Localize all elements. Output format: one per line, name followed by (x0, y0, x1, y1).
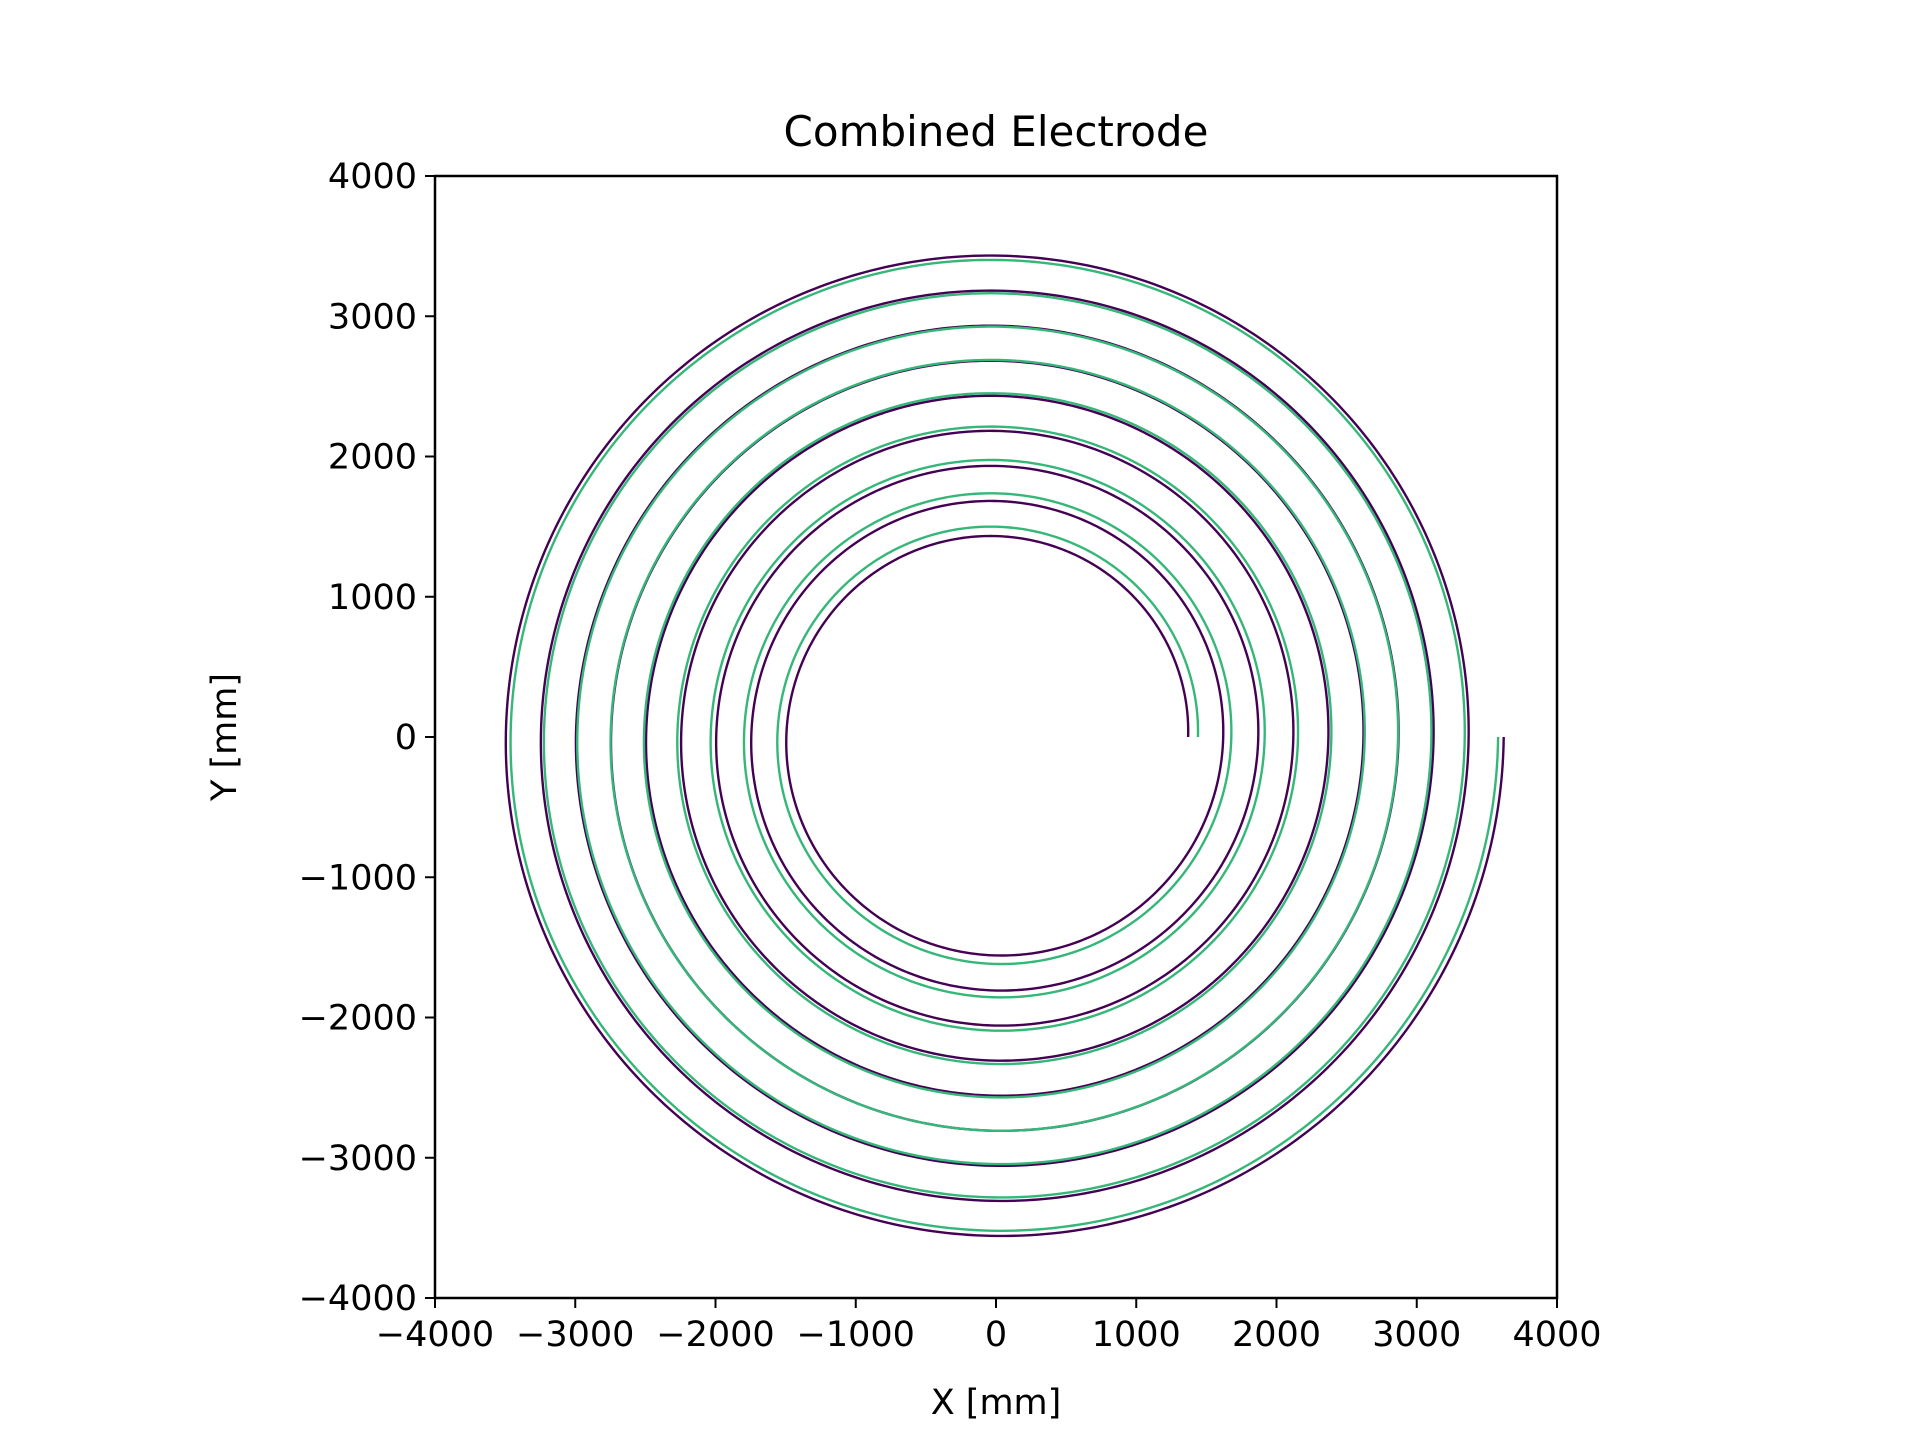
x-tick-label: −1000 (797, 1315, 915, 1355)
x-tick-label: 1000 (1092, 1315, 1181, 1355)
y-tick-label: 3000 (328, 297, 417, 337)
series-line-2 (509, 258, 1500, 1232)
plot-area (504, 254, 1505, 1238)
y-tick-label: 2000 (328, 438, 417, 478)
x-axis-ticks: −4000 −3000 −2000 −1000 0 1000 2000 3000 4000 (376, 1298, 1602, 1355)
y-axis-label: Y [mm] (205, 673, 245, 802)
y-tick-label: 0 (395, 718, 417, 758)
x-tick-label: −4000 (376, 1315, 494, 1355)
x-tick-label: 3000 (1372, 1315, 1461, 1355)
y-tick-label: −4000 (299, 1279, 417, 1319)
y-tick-label: −3000 (299, 1139, 417, 1179)
chart-title: Combined Electrode (784, 107, 1209, 156)
series-layer (504, 254, 1505, 1238)
x-tick-label: 0 (985, 1315, 1007, 1355)
y-axis-ticks: −4000 −3000 −2000 −1000 0 1000 2000 3000 4000 (299, 157, 435, 1319)
x-tick-label: −3000 (516, 1315, 634, 1355)
y-tick-label: −2000 (299, 999, 417, 1039)
y-tick-label: 1000 (328, 578, 417, 618)
x-tick-label: −2000 (656, 1315, 774, 1355)
x-axis-label: X [mm] (931, 1383, 1062, 1423)
y-tick-label: −1000 (299, 858, 417, 898)
x-tick-label: 4000 (1512, 1315, 1601, 1355)
series-line-1 (504, 254, 1505, 1238)
x-tick-label: 2000 (1232, 1315, 1321, 1355)
y-tick-label: 4000 (328, 157, 417, 197)
